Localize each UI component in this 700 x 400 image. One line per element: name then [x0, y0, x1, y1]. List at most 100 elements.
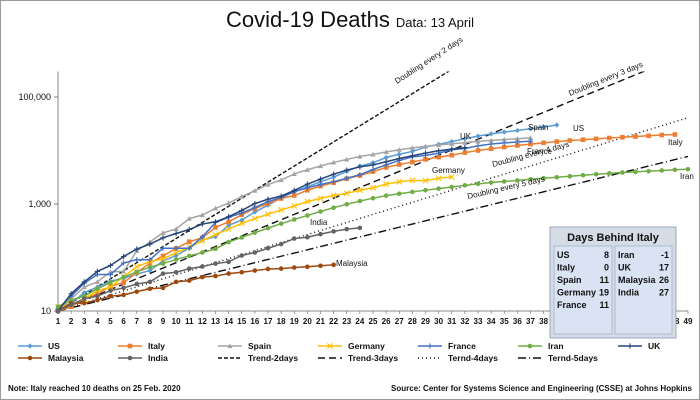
legend-label: Trend-3days: [348, 353, 398, 363]
x-tick-label: 29: [421, 317, 430, 326]
data-point: [95, 286, 100, 292]
x-tick-label: 7: [135, 317, 140, 326]
data-point: [304, 181, 310, 187]
data-point: [606, 171, 612, 176]
x-tick-label: 21: [316, 317, 325, 326]
data-point: [422, 143, 429, 149]
data-point: [212, 231, 219, 238]
data-point: [291, 236, 297, 241]
table-title: Days Behind Italy: [567, 232, 660, 244]
data-point: [173, 230, 179, 237]
x-tick-label: 38: [539, 317, 548, 326]
x-tick-label: 19: [290, 317, 299, 326]
trend-line-5days: [58, 155, 689, 311]
data-point: [133, 263, 140, 270]
data-point: [567, 138, 573, 143]
table-days: 19: [599, 288, 609, 298]
data-point: [291, 265, 297, 270]
data-point: [186, 216, 192, 221]
data-point: [554, 174, 560, 180]
data-point: [527, 126, 534, 132]
series-line: [57, 146, 465, 312]
x-tick-label: 26: [382, 317, 391, 326]
data-point: [423, 157, 428, 162]
data-point: [213, 261, 218, 266]
data-point: [226, 214, 232, 220]
data-point: [317, 179, 324, 185]
x-tick-label: 15: [237, 317, 246, 326]
data-point: [226, 271, 231, 276]
legend-item: Ternd-5days: [518, 353, 598, 363]
annotation-label: Doubling every 3 days: [567, 60, 644, 98]
annotation-label: France: [527, 147, 552, 156]
data-point: [55, 308, 61, 314]
legend-swatch-marker: [27, 343, 33, 349]
data-point: [199, 212, 205, 218]
data-point: [475, 148, 481, 153]
data-point: [121, 268, 127, 274]
data-point: [541, 140, 546, 146]
annotation-label: Spain: [528, 123, 548, 132]
data-point: [357, 172, 363, 178]
data-point: [160, 235, 166, 241]
data-point: [55, 304, 61, 310]
data-point: [186, 245, 192, 251]
data-point: [396, 155, 402, 162]
legend-item: Spain: [218, 341, 271, 351]
legend-swatch-marker: [627, 343, 633, 349]
data-point: [659, 132, 665, 138]
data-point: [462, 145, 468, 151]
x-tick-label: 3: [82, 317, 87, 326]
table-country: Italy: [557, 263, 575, 273]
data-point: [186, 278, 192, 283]
data-point: [370, 184, 376, 191]
data-point: [633, 134, 638, 139]
data-point: [317, 181, 324, 188]
table-country: Spain: [557, 275, 582, 285]
data-point: [160, 261, 166, 266]
data-point: [501, 129, 507, 135]
data-point: [252, 268, 258, 273]
data-point: [94, 268, 100, 274]
data-point: [475, 133, 481, 139]
series-line: [57, 176, 452, 308]
data-point: [449, 141, 455, 146]
data-point: [646, 133, 651, 139]
data-point: [515, 178, 520, 183]
data-point: [449, 146, 455, 152]
data-point: [108, 293, 113, 299]
legend-label: Italy: [148, 341, 165, 351]
data-point: [396, 162, 402, 167]
data-point: [659, 168, 665, 173]
x-tick-label: 25: [369, 317, 378, 326]
data-point: [134, 269, 140, 275]
series-iran: [55, 166, 691, 310]
data-point: [357, 153, 363, 159]
data-point: [147, 279, 153, 285]
data-point: [304, 198, 311, 205]
data-point: [213, 246, 218, 252]
data-point: [81, 290, 87, 296]
data-point: [278, 241, 284, 247]
legend-item: Trend-2days: [218, 353, 298, 363]
data-point: [278, 221, 284, 226]
data-point: [226, 239, 231, 245]
data-point: [331, 171, 337, 177]
data-point: [160, 245, 166, 251]
x-tick-label: 8: [148, 317, 153, 326]
data-point: [409, 145, 415, 150]
data-point: [410, 159, 415, 165]
data-point: [370, 151, 376, 157]
data-point: [357, 225, 363, 231]
data-point: [291, 193, 297, 198]
x-tick-label: 37: [526, 317, 535, 326]
legend-swatch-marker: [427, 343, 433, 349]
data-point: [344, 167, 350, 173]
x-tick-label: 12: [198, 317, 207, 326]
table-days: 26: [659, 275, 669, 285]
legend-item: Germany: [318, 341, 385, 351]
data-point: [449, 152, 455, 158]
data-point: [356, 187, 363, 194]
data-point: [501, 136, 507, 142]
table-country: Malaysia: [618, 275, 657, 285]
